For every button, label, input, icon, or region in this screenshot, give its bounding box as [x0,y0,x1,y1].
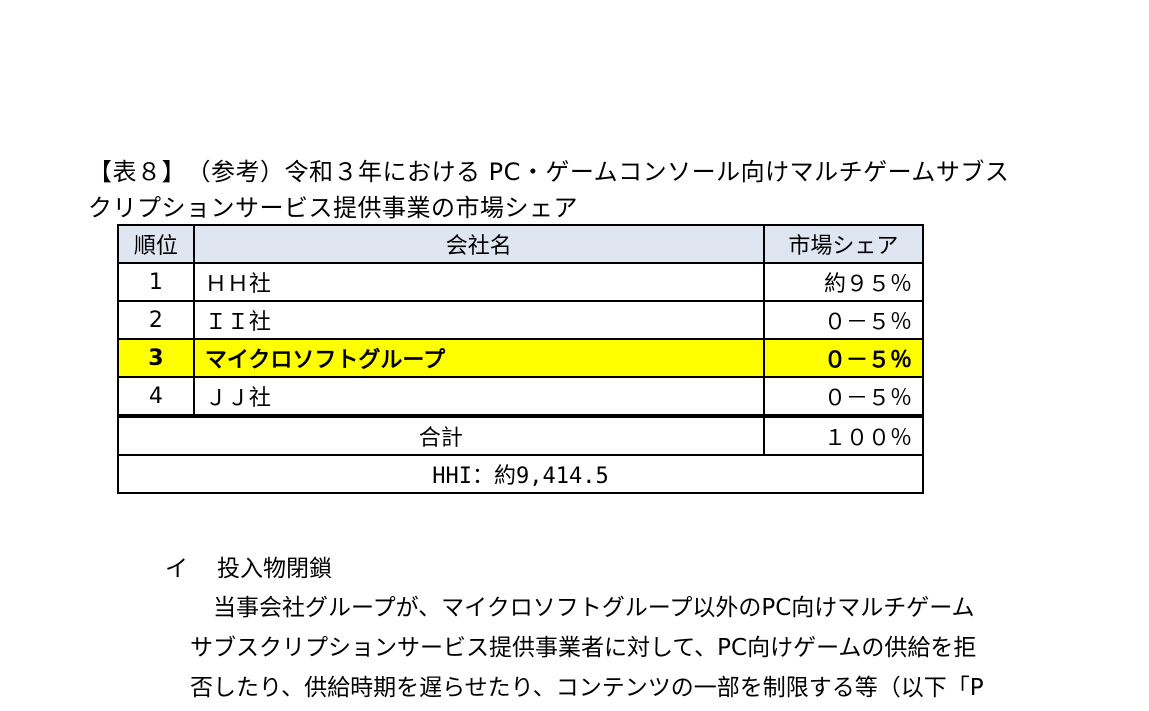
section-heading: イ 投入物閉鎖 [165,550,1065,588]
section-mark: イ [165,556,188,582]
section-heading-block: イ 投入物閉鎖 [165,550,1065,588]
table-total-row: 合計 １００％ [117,414,925,456]
total-value: １００％ [762,414,925,456]
share-cell: 約９５％ [762,262,925,302]
paragraph-line: 否したり、供給時期を遅らせたり、コンテンツの一部を制限する等（以下「P [190,675,984,701]
table-caption: 【表８】 （参考）令和３年における PC・ゲームコンソール向けマルチゲームサブス… [88,154,1078,226]
rank-cell: 4 [117,376,195,417]
paragraph-line: 当事会社グループが、マイクロソフトグループ以外のPC向けマルチゲーム [190,595,975,621]
header-share: 市場シェア [762,224,925,264]
company-cell: マイクロソフトグループ [192,338,765,378]
section-title: 投入物閉鎖 [217,556,332,582]
caption-line-2: クリプションサービス提供事業の市場シェア [88,194,578,222]
company-cell: ＩＩ社 [192,300,765,340]
company-cell: ＪＪ社 [192,376,765,417]
company-cell: ＨＨ社 [192,262,765,302]
body-paragraph: 当事会社グループが、マイクロソフトグループ以外のPC向けマルチゲーム サブスクリ… [190,588,1070,708]
rank-cell: 1 [117,262,195,302]
paragraph-line: サブスクリプションサービス提供事業者に対して、PC向けゲームの供給を拒 [190,635,977,661]
share-cell: ０－５％ [762,338,925,378]
header-company: 会社名 [192,224,765,264]
table-hhi-row: HHI：約9,414.5 [117,454,924,494]
total-label: 合計 [117,414,765,456]
share-cell: ０－５％ [762,300,925,340]
table-row: 4 ＪＪ社 ０－５％ [117,376,925,417]
rank-cell: 3 [117,338,195,378]
table-row: 2 ＩＩ社 ０－５％ [117,300,925,340]
table-row-highlighted: 3 マイクロソフトグループ ０－５％ [117,338,925,378]
table-row: 1 ＨＨ社 約９５％ [117,262,925,302]
hhi-value: HHI：約9,414.5 [117,454,924,494]
rank-cell: 2 [117,300,195,340]
market-share-table: 順位 会社名 市場シェア 1 ＨＨ社 約９５％ 2 ＩＩ社 ０－５％ 3 マイク… [117,224,925,494]
share-cell: ０－５％ [762,376,925,417]
header-rank: 順位 [117,224,195,264]
table-header-row: 順位 会社名 市場シェア [117,224,925,264]
caption-line-1: 【表８】 （参考）令和３年における PC・ゲームコンソール向けマルチゲームサブス [88,158,1010,186]
